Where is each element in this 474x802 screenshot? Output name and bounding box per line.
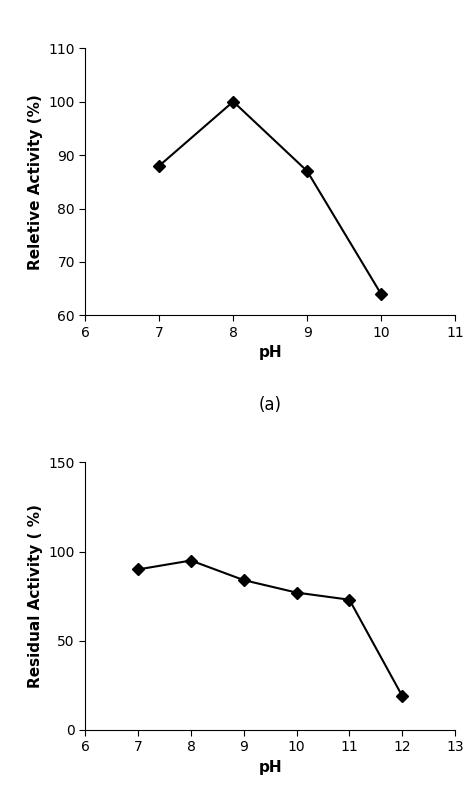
X-axis label: pH: pH xyxy=(258,759,282,775)
Y-axis label: Residual Activity ( %): Residual Activity ( %) xyxy=(28,504,43,688)
Y-axis label: Reletive Activity (%): Reletive Activity (%) xyxy=(28,94,43,269)
X-axis label: pH: pH xyxy=(258,346,282,360)
Text: (a): (a) xyxy=(259,395,282,414)
